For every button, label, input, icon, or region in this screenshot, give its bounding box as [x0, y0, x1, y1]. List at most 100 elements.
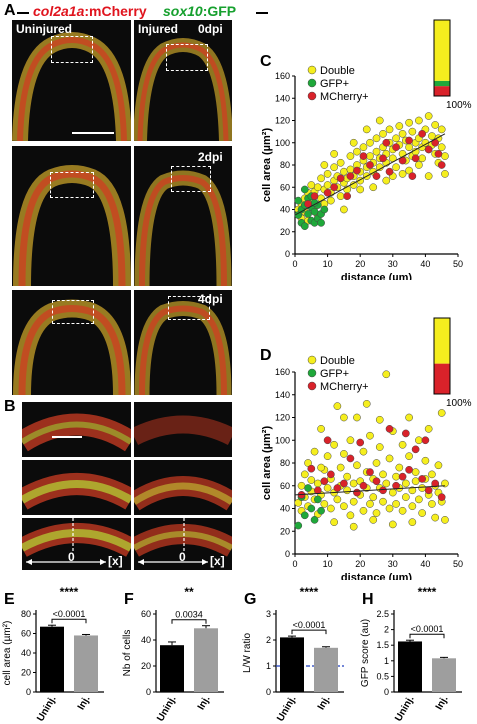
legend-label: GFP+	[320, 368, 349, 380]
micrograph-uninjured-4dpi	[12, 290, 131, 395]
point-mcherry-plus	[372, 172, 381, 180]
significance-stars: ****	[300, 585, 319, 599]
point-double	[330, 150, 338, 158]
proportion-label: 100%	[446, 398, 472, 409]
point-double	[408, 518, 417, 526]
point-double	[415, 495, 423, 504]
point-mcherry-plus	[424, 145, 433, 154]
y-tick-label: 1	[266, 661, 271, 671]
point-gfp-plus	[300, 222, 309, 231]
point-mcherry-plus	[372, 477, 381, 486]
point-mcherry-plus	[424, 486, 433, 495]
point-double	[408, 502, 417, 511]
cells-band	[22, 473, 131, 510]
proportion-segment-mcherry-plus	[434, 86, 450, 96]
point-double	[392, 163, 400, 172]
cells-band	[22, 413, 131, 452]
point-double	[398, 130, 407, 138]
cartilage-shape	[13, 165, 131, 286]
point-double	[336, 158, 345, 167]
point-double	[441, 479, 449, 488]
point-gfp-plus	[300, 511, 309, 520]
point-double	[323, 452, 332, 461]
legend-marker	[307, 368, 317, 378]
point-double	[398, 170, 407, 178]
roi-box	[52, 300, 94, 324]
point-double	[346, 511, 355, 520]
point-double	[428, 500, 436, 508]
stain-green-label: sox10:GFP	[163, 3, 236, 19]
point-mcherry-plus	[385, 167, 394, 176]
point-gfp-plus	[294, 521, 303, 530]
x-label: [x]	[210, 554, 225, 568]
origin-label: 0	[179, 550, 186, 564]
point-double	[408, 127, 417, 136]
x-axis-title: distance (µm)	[341, 272, 412, 280]
y-axis-title: cell area (µm²)	[261, 426, 273, 501]
point-double	[359, 143, 368, 152]
p-value: 0.0034	[175, 610, 203, 620]
point-mcherry-plus	[320, 477, 329, 486]
point-double	[395, 122, 404, 130]
stain-green-suffix: :GFP	[202, 3, 237, 19]
point-double	[408, 486, 417, 495]
legend-label: MCherry+	[320, 91, 369, 103]
point-double	[405, 413, 413, 422]
point-double	[431, 513, 440, 522]
bar-inj	[432, 658, 456, 692]
x-tick-label: 30	[388, 259, 398, 269]
point-double	[356, 185, 365, 194]
y-tick-label: 160	[275, 367, 290, 377]
bar-chart-g: G 0 1 2 3 L/W ratio Uninj. Inj. <0.0001 ****	[242, 585, 344, 724]
x-tick-label: 50	[453, 259, 463, 269]
p-value: <0.0001	[293, 620, 326, 630]
header-rule-left	[17, 12, 29, 14]
legend-label: MCherry+	[320, 381, 369, 393]
point-gfp-plus	[300, 185, 309, 194]
point-double	[330, 518, 338, 526]
y-tick-label: 80	[21, 609, 31, 619]
origin-label: 0	[68, 550, 75, 564]
point-double	[421, 456, 430, 465]
y-tick-label: 1	[384, 656, 389, 666]
micrograph-injured-2dpi: 2dpi	[134, 146, 232, 286]
point-double	[372, 509, 381, 517]
point-double	[424, 112, 433, 120]
significance-stars: ****	[418, 585, 437, 599]
point-mcherry-plus	[323, 436, 332, 445]
point-double	[392, 134, 400, 143]
category-label: Inj.	[76, 694, 93, 712]
point-mcherry-plus	[405, 465, 413, 474]
y-tick-label: 100	[275, 435, 290, 445]
y-tick-label: 0	[285, 549, 290, 559]
point-double	[362, 125, 371, 134]
point-double	[366, 431, 374, 440]
point-double	[434, 461, 443, 470]
point-double	[320, 500, 329, 508]
point-double	[428, 470, 436, 479]
y-tick-label: 60	[21, 629, 31, 639]
point-double	[340, 167, 348, 176]
bar-uninj	[280, 637, 304, 692]
y-tick-label: 0	[384, 687, 389, 697]
timepoint-2dpi: 2dpi	[198, 150, 223, 164]
roi-box	[51, 36, 93, 63]
point-mcherry-plus	[437, 161, 446, 169]
point-double	[366, 152, 374, 160]
point-mcherry-plus	[379, 154, 387, 163]
category-label: Uninj.	[393, 694, 417, 724]
closeup-uninjured-4dpi: 0 [x]	[22, 518, 131, 570]
significance-stars: ****	[60, 585, 79, 599]
point-double	[382, 479, 391, 488]
point-double	[379, 497, 387, 506]
point-double	[323, 484, 332, 492]
category-label: Inj.	[196, 694, 213, 712]
point-double	[349, 497, 358, 506]
micrograph-uninjured-2dpi	[12, 146, 131, 286]
y-tick-label: 100	[275, 138, 290, 148]
point-double	[353, 147, 361, 156]
closeup-uninjured-0dpi	[22, 402, 131, 457]
point-double	[310, 447, 319, 456]
point-mcherry-plus	[405, 136, 413, 145]
point-mcherry-plus	[359, 152, 368, 160]
